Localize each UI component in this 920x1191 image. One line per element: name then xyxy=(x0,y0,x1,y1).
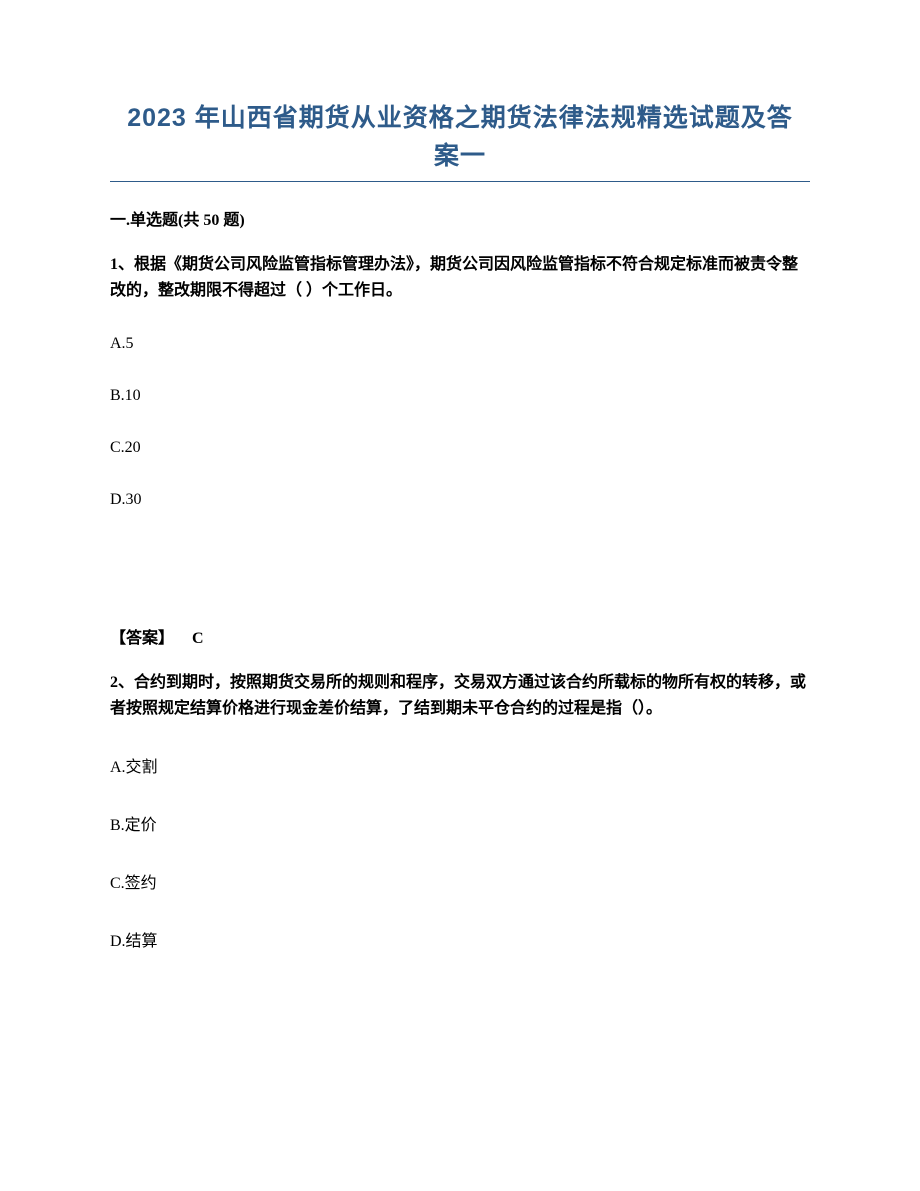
q2-option-a: A.交割 xyxy=(110,753,810,777)
title-line-2: 案一 xyxy=(434,142,486,170)
section-header: 一.单选题(共 50 题) xyxy=(110,206,810,230)
q1-stem-text: 1、根据《期货公司风险监管指标管理办法》，期货公司因风险监管指标 xyxy=(110,256,606,273)
q2-option-b: B.定价 xyxy=(110,811,810,835)
document-title: 2023 年山西省期货从业资格之期货法律法规精选试题及答 案一 xyxy=(110,100,810,175)
q1-option-a: A.5 xyxy=(110,335,810,353)
q1-option-b: B.10 xyxy=(110,387,810,405)
q1-answer: 【答案】 C xyxy=(110,624,810,648)
q2-option-c: C.签约 xyxy=(110,869,810,893)
question-1-stem: 1、根据《期货公司风险监管指标管理办法》，期货公司因风险监管指标不符合规定标准而… xyxy=(110,252,810,305)
q2-stem-text: 2、合约到期时，按照期货交易所的规则和程序，交易双方通过该合约所载标的物所有权的… xyxy=(110,674,806,717)
title-line-1: 2023 年山西省期货从业资格之期货法律法规精选试题及答 xyxy=(127,104,793,132)
title-underline xyxy=(110,181,810,182)
answer-label: 【答案】 xyxy=(110,630,174,647)
answer-value: C xyxy=(192,630,204,647)
question-2-stem: 2、合约到期时，按照期货交易所的规则和程序，交易双方通过该合约所载标的物所有权的… xyxy=(110,670,810,723)
q1-option-d: D.30 xyxy=(110,491,810,509)
q1-option-c: C.20 xyxy=(110,439,810,457)
q2-option-d: D.结算 xyxy=(110,927,810,951)
